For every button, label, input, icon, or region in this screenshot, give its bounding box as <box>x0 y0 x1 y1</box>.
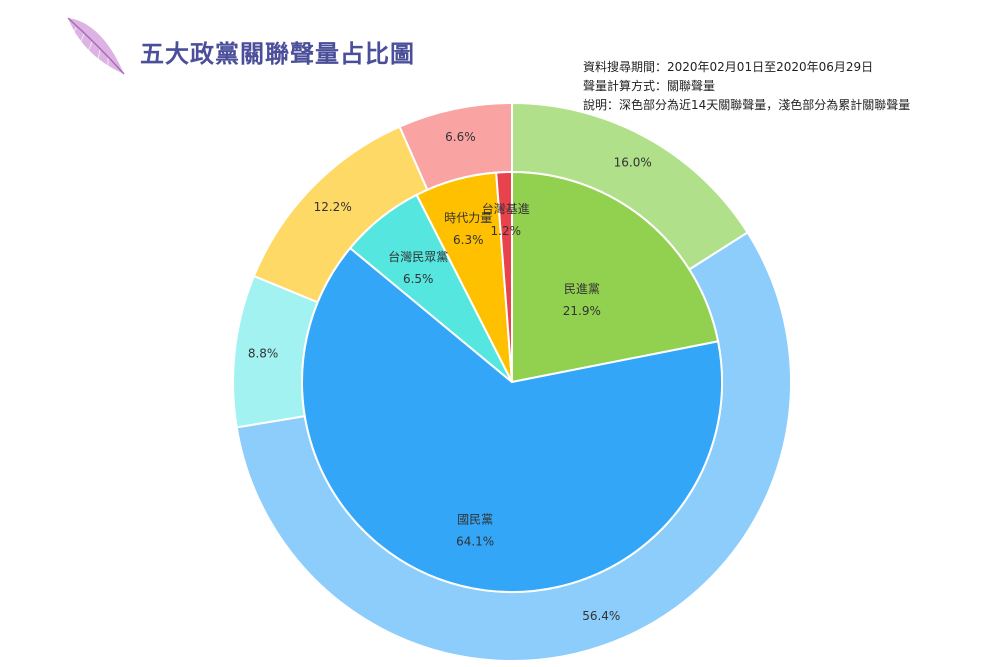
inner-slice-name-2: 台灣民眾黨 <box>388 249 448 264</box>
outer-slice-label-2: 8.8% <box>248 347 279 361</box>
inner-slice-value-0: 21.9% <box>563 304 601 318</box>
outer-slice-label-4: 6.6% <box>445 130 476 144</box>
info-period: 資料搜尋期間：2020年02月01日至2020年06月29日 <box>583 60 874 74</box>
inner-slice-value-2: 6.5% <box>403 272 434 286</box>
inner-slice-4 <box>495 170 513 383</box>
outer-slice-label-0: 16.0% <box>614 155 652 169</box>
inner-slice-name-3: 時代力量 <box>444 211 492 225</box>
feather-icon <box>67 17 125 75</box>
inner-pie <box>301 170 723 593</box>
outer-slice-label-1: 56.4% <box>582 609 620 623</box>
inner-slice-name-4: 台灣基進 <box>482 201 530 216</box>
page-title: 五大政黨關聯聲量占比圖 <box>140 40 415 68</box>
inner-slice-value-1: 64.1% <box>456 534 494 548</box>
inner-slice-name-1: 國民黨 <box>457 512 493 526</box>
outer-ring <box>232 101 792 662</box>
inner-slice-1 <box>301 246 723 593</box>
chart-labels: 16.0% 56.4% 8.8% 12.2% 6.6% 民進黨 21.9% 國民黨 64.1% 台… <box>248 130 652 623</box>
inner-slice-value-3: 6.3% <box>453 233 484 247</box>
inner-slice-name-0: 民進黨 <box>564 282 600 296</box>
inner-slice-value-4: 1.2% <box>491 224 522 238</box>
inner-slice-0 <box>511 170 720 384</box>
info-block: 資料搜尋期間：2020年02月01日至2020年06月29日 聲量計算方式：關聯… <box>583 58 910 115</box>
outer-slice-label-3: 12.2% <box>314 200 352 214</box>
info-note: 說明：深色部分為近14天關聯聲量，淺色部分為累計關聯聲量 <box>583 98 911 112</box>
info-method: 聲量計算方式：關聯聲量 <box>583 79 716 93</box>
